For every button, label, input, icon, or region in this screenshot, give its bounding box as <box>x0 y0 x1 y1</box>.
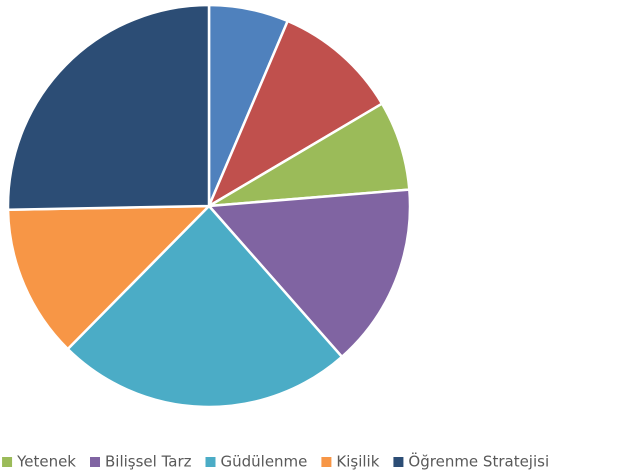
legend-label: Güdülenme <box>221 453 308 471</box>
legend-marker <box>90 457 100 467</box>
legend-label: Kişilik <box>336 453 379 471</box>
legend-label: Bilişsel Tarz <box>105 453 192 471</box>
legend-label: Öğrenme Stratejisi <box>408 452 549 471</box>
pie-slice <box>65 204 344 409</box>
legend-marker <box>205 457 216 467</box>
legend-label: Yetenek <box>16 453 76 471</box>
legend-marker <box>321 457 332 467</box>
pie-slice <box>6 3 211 212</box>
pie-slice <box>206 188 412 359</box>
pie-slice <box>6 204 213 351</box>
legend-marker <box>2 457 13 467</box>
pie-slice <box>206 19 384 210</box>
legend-marker <box>393 457 404 467</box>
